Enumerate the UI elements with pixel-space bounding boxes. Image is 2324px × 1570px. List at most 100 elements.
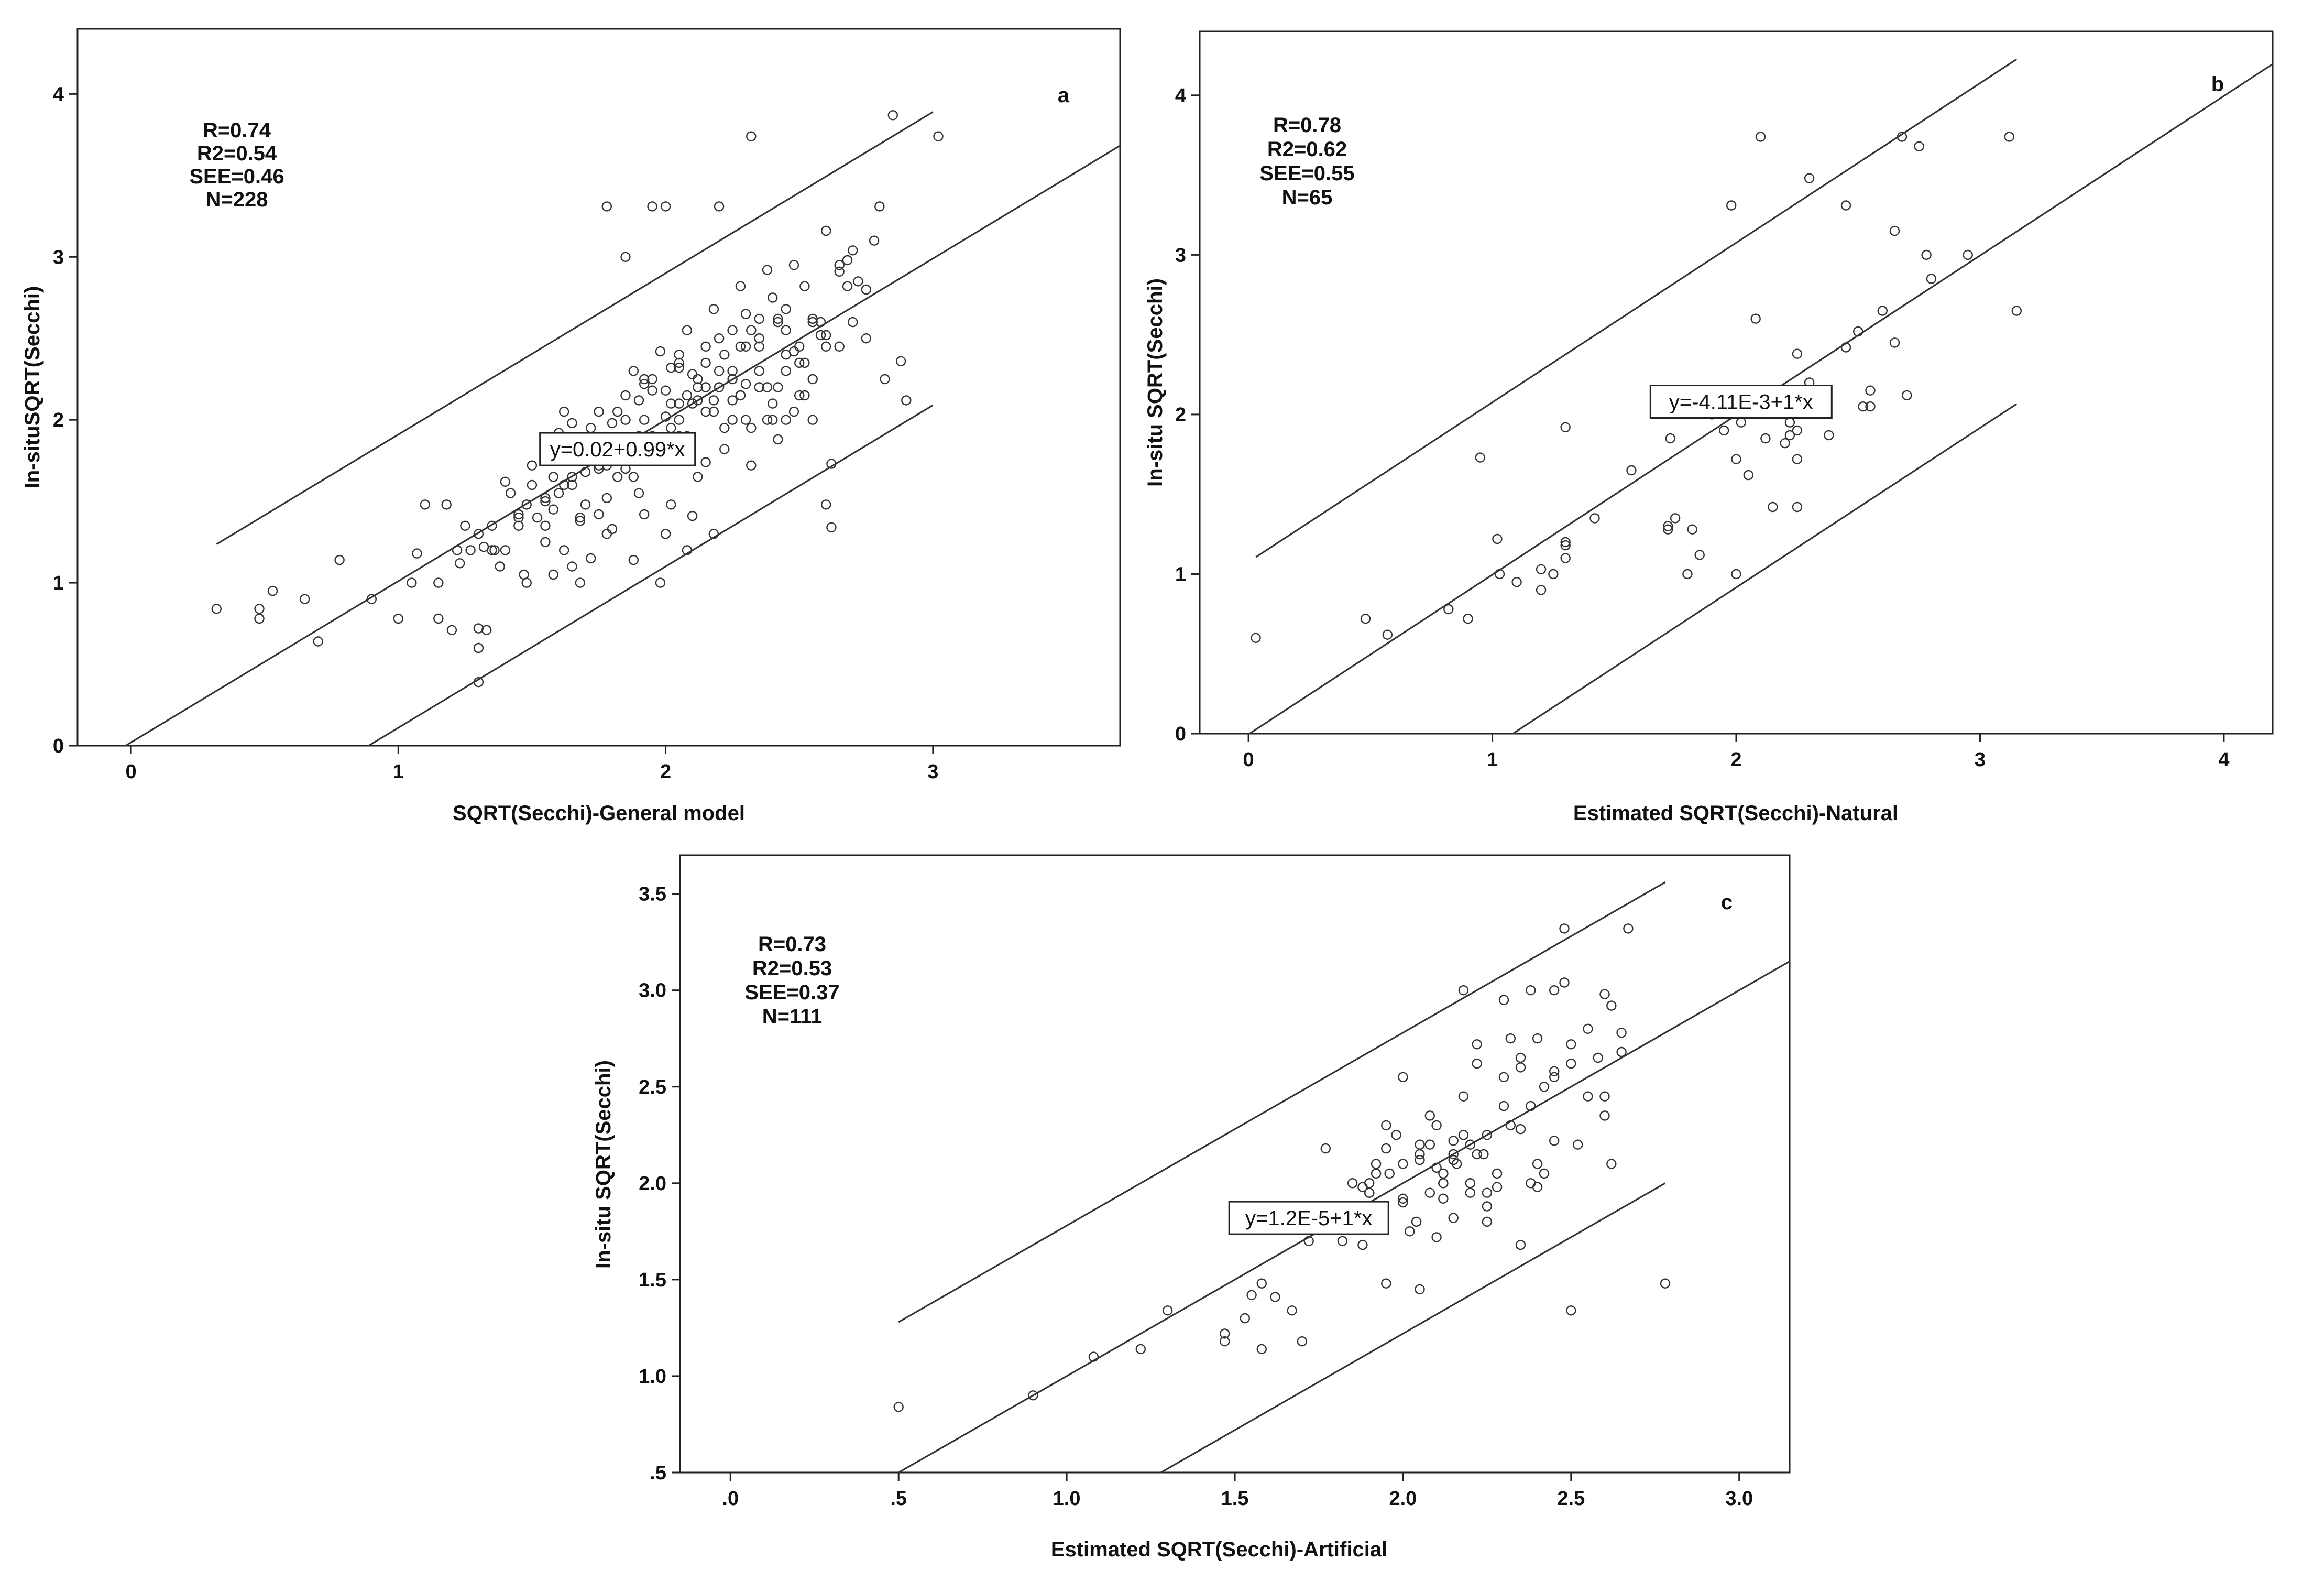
panel-a-point-157 — [740, 309, 751, 319]
panel-a-point-127 — [495, 561, 505, 572]
panel-a-point-48 — [714, 382, 725, 392]
panel-a-point-79 — [746, 131, 757, 141]
panel-c-point-96 — [1498, 1100, 1509, 1111]
panel-a-point-53 — [746, 423, 757, 433]
panel-a-point-82 — [500, 476, 511, 487]
panel-c-point-4 — [1162, 1305, 1173, 1316]
panel-b-point-63 — [1792, 454, 1803, 464]
panel-c-stat-n: N=111 — [762, 1005, 823, 1028]
panel-c-point-56 — [1559, 923, 1570, 934]
panel-a-point-136 — [433, 577, 444, 588]
panel-a-point-29 — [585, 553, 596, 564]
panel-c-frame — [679, 854, 1791, 1474]
panel-a-point-104 — [781, 304, 791, 314]
panel-a-point-46 — [700, 457, 711, 467]
panel-c-point-53 — [1539, 1168, 1550, 1179]
panel-b-point-58 — [1760, 433, 1771, 444]
panel-a-point-187 — [682, 390, 693, 401]
panel-c-fit-lines — [898, 881, 1790, 1474]
panel-b-point-52 — [2004, 132, 2015, 142]
panel-c-point-74 — [1424, 1110, 1435, 1121]
panel-a-point-4 — [300, 594, 310, 604]
panel-b-point-3 — [1443, 604, 1454, 615]
panel-a-point-13 — [455, 558, 465, 569]
panel-a-point-117 — [575, 516, 586, 526]
panel-a-point-217 — [655, 346, 666, 357]
panel-a-point-116 — [540, 537, 551, 548]
panel-c-point-34 — [1448, 1213, 1459, 1223]
panel-a-point-88 — [633, 395, 644, 406]
panel-a-point-175 — [869, 235, 880, 246]
panel-b-point-6 — [1492, 533, 1503, 544]
panel-b-point-28 — [1743, 470, 1754, 481]
panel-a-point-158 — [767, 292, 778, 303]
panel-c-point-108 — [1451, 1159, 1462, 1169]
panel-c-point-0 — [893, 1402, 904, 1412]
panel-a-point-139 — [505, 488, 516, 498]
panel-c-point-58 — [1566, 1058, 1576, 1069]
panel-b-equation-box — [1649, 385, 1833, 419]
panel-b-point-60 — [1665, 433, 1676, 444]
panel-a-point-93 — [754, 341, 764, 352]
panel-c-point-95 — [1482, 1130, 1493, 1140]
panel-c-points — [893, 923, 1671, 1412]
panel-a-point-16 — [481, 625, 492, 636]
panel-c-ytick-label-1: 1.0 — [639, 1366, 666, 1388]
panel-a-frame — [76, 28, 1121, 747]
panel-a-point-22 — [527, 479, 538, 490]
panel-b-point-25 — [1726, 200, 1737, 211]
panel-a-point-3 — [267, 585, 278, 596]
panel-a-point-83 — [527, 460, 538, 471]
panel-b-xlabel: Estimated SQRT(Secchi)-Natural — [1573, 802, 1898, 825]
panel-a-point-165 — [767, 415, 778, 425]
panel-c-point-21 — [1381, 1120, 1391, 1131]
panel-c-point-99 — [1549, 1072, 1560, 1083]
panel-a-xtick-label-0: 0 — [125, 761, 136, 783]
panel-a-point-154 — [647, 385, 657, 396]
panel-b-point-4 — [1463, 613, 1473, 624]
panel-b-point-33 — [1784, 430, 1795, 441]
panel-a-point-71 — [887, 110, 898, 121]
panel-a-point-95 — [807, 317, 818, 328]
panel-c-xtick-label-4: 2.0 — [1389, 1488, 1417, 1510]
panel-b-point-41 — [1858, 401, 1868, 412]
panel-c-point-16 — [1337, 1236, 1348, 1247]
panel-a-point-78 — [714, 201, 725, 212]
panel-b-stats: R=0.78 R2=0.62 SEE=0.55 N=65 — [1259, 114, 1354, 209]
panel-c-point-64 — [1599, 1110, 1610, 1121]
panel-a-equation-box — [539, 432, 696, 466]
panel-c-point-73 — [1415, 1154, 1425, 1165]
panel-b-point-19 — [1662, 524, 1673, 535]
panel-c-point-20 — [1371, 1168, 1382, 1179]
panel-a-point-36 — [633, 488, 644, 498]
panel-b-point-36 — [1792, 425, 1803, 436]
panel-a-point-161 — [639, 374, 650, 385]
panel-c-point-18 — [1364, 1178, 1375, 1189]
panel-c-point-62 — [1593, 1052, 1603, 1063]
panel-a-point-199 — [754, 333, 764, 344]
panel-c-point-12 — [1287, 1305, 1297, 1316]
panel-a-point-162 — [674, 350, 684, 360]
panel-a-point-176 — [553, 488, 564, 498]
panel-a-point-102 — [727, 325, 738, 335]
panel-a-point-113 — [773, 317, 783, 328]
panel-c-point-68 — [1623, 923, 1634, 934]
panel-a-point-194 — [861, 333, 872, 344]
panel-a-point-193 — [441, 499, 452, 510]
panel-a-point-92 — [727, 374, 738, 385]
panel-c-point-25 — [1404, 1226, 1415, 1237]
panel-a-point-160 — [612, 406, 623, 417]
panel-a-equation-text: y=0.02+0.99*x — [550, 438, 685, 461]
panel-a-point-208 — [513, 513, 524, 523]
panel-b-point-14 — [1560, 540, 1571, 551]
panel-a-point-151 — [834, 341, 845, 352]
panel-a-point-216 — [628, 366, 639, 376]
panel-c-point-102 — [1371, 1159, 1382, 1169]
panel-c-point-79 — [1482, 1201, 1493, 1212]
panel-a-point-164 — [735, 390, 746, 401]
panel-a-point-103 — [754, 313, 764, 324]
panel-b-point-29 — [1750, 313, 1761, 324]
panel-a-point-28 — [580, 499, 591, 510]
